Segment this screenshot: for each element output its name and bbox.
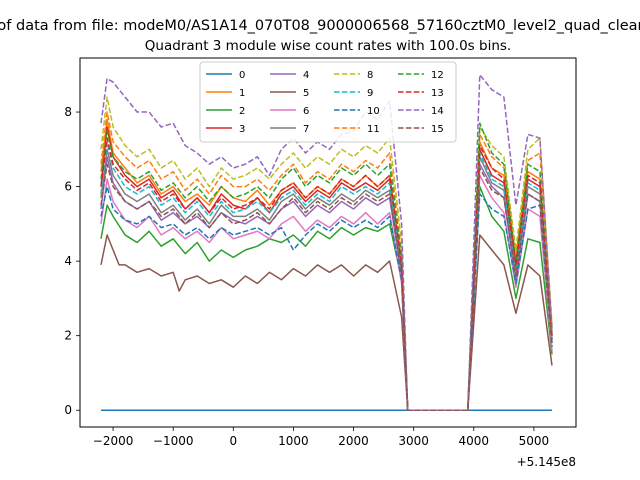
chart-title: Quadrant 3 module wise count rates with …	[145, 38, 511, 54]
series-line-3	[100, 126, 553, 411]
x-offset-label: +5.145e8	[517, 455, 576, 469]
legend-label-12: 12	[431, 70, 444, 81]
y-tick-label: 0	[64, 403, 72, 417]
legend-box	[199, 61, 457, 143]
x-tick-label: 2000	[338, 434, 369, 448]
y-tick-label: 8	[64, 105, 72, 119]
axes-layer: −2000 −1000 0 1000 2000 3000 4000 5000 0 2 4 6 8	[64, 105, 549, 448]
legend-label-0: 0	[239, 70, 245, 81]
legend-label-8: 8	[367, 70, 373, 81]
legend-label-6: 6	[303, 106, 309, 117]
legend-label-9: 9	[367, 88, 373, 99]
x-tick-label: 5000	[519, 434, 550, 448]
legend-label-3: 3	[239, 124, 245, 135]
series-line-15	[100, 163, 553, 411]
x-tick-label: −2000	[93, 434, 134, 448]
y-tick-label: 6	[64, 180, 72, 194]
series-line-11	[100, 111, 553, 411]
legend-label-10: 10	[367, 106, 380, 117]
y-tick-label: 4	[64, 254, 72, 268]
plot-frame	[79, 57, 577, 428]
series-line-7	[100, 148, 553, 411]
legend-label-4: 4	[303, 70, 309, 81]
x-tick-label: 3000	[398, 434, 429, 448]
series-line-4	[100, 156, 553, 411]
legend-label-15: 15	[431, 124, 444, 135]
series-line-13	[100, 137, 553, 411]
series-line-10	[100, 185, 553, 411]
legend-label-2: 2	[239, 106, 245, 117]
x-tick-label: 0	[229, 434, 237, 448]
legend-label-11: 11	[367, 124, 380, 135]
legend-label-1: 1	[239, 88, 245, 99]
x-tick-label: −1000	[153, 434, 194, 448]
series-line-8	[100, 96, 553, 411]
series-line-14	[100, 74, 553, 411]
legend-label-13: 13	[431, 88, 444, 99]
series-line-12	[100, 122, 553, 411]
series-line-5	[100, 234, 553, 411]
y-tick-label: 2	[64, 329, 72, 343]
legend-label-14: 14	[431, 106, 444, 117]
legend-label-5: 5	[303, 88, 309, 99]
x-tick-label: 4000	[459, 434, 490, 448]
x-tick-label: 1000	[278, 434, 309, 448]
series-line-9	[100, 141, 553, 411]
figure-suptitle: Plot of data from file: modeM0/AS1A14_07…	[0, 18, 640, 34]
legend-label-7: 7	[303, 124, 309, 135]
series-layer	[100, 74, 553, 411]
series-line-2	[100, 185, 553, 411]
